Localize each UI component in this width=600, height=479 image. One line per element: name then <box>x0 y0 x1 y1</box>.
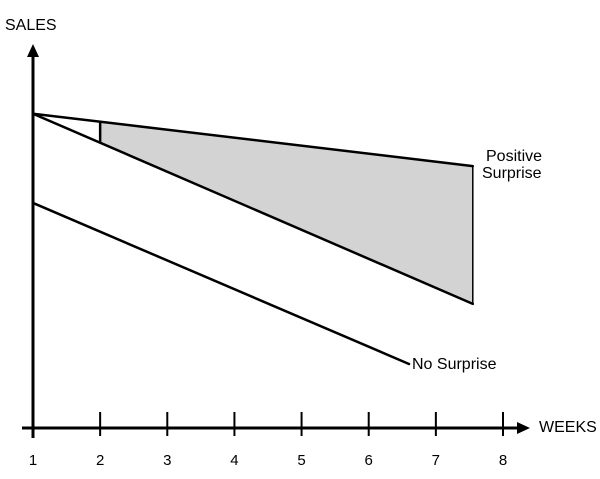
series-line-no-surprise <box>31 201 411 366</box>
x-ticks: 1 2 3 4 5 6 7 8 <box>29 412 507 469</box>
x-tick-label: 8 <box>499 452 507 469</box>
series-layer <box>31 112 475 366</box>
y-axis-arrow <box>27 44 39 57</box>
x-tick-label: 4 <box>230 452 238 469</box>
axes <box>22 44 530 438</box>
series-label-positive-surprise: Positive Surprise <box>482 148 542 182</box>
shaded-region-layer <box>99 120 474 305</box>
x-tick-label: 5 <box>297 452 305 469</box>
series-labels: Positive Surprise No Surprise <box>412 148 542 373</box>
series-line-baseline <box>31 112 475 306</box>
x-axis-arrow <box>517 422 530 434</box>
x-tick-label: 2 <box>96 452 104 469</box>
x-tick-label: 6 <box>365 452 373 469</box>
x-tick-label: 7 <box>432 452 440 469</box>
y-axis-label: SALES <box>5 17 57 34</box>
x-tick-label: 3 <box>163 452 171 469</box>
x-tick-label: 1 <box>29 452 37 469</box>
series-label-no-surprise: No Surprise <box>412 356 497 373</box>
x-axis-label: WEEKS <box>539 419 597 436</box>
series-line-positive-surprise <box>31 112 475 168</box>
shaded-region <box>99 120 474 305</box>
